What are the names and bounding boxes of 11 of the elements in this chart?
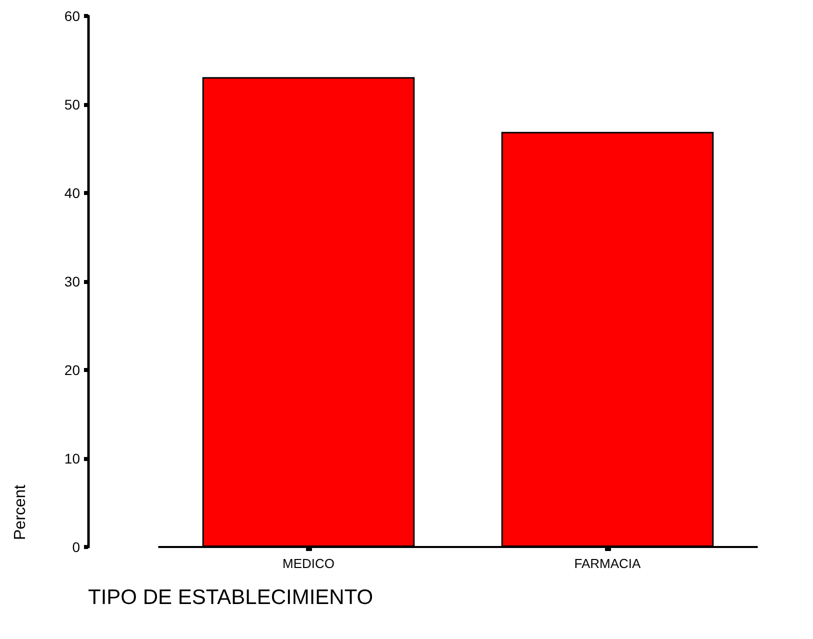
y-tick-label: 0 [72, 539, 80, 555]
y-tick-label: 50 [64, 96, 80, 112]
y-tick-label: 20 [64, 362, 80, 378]
y-tick-label: 40 [64, 185, 80, 201]
y-tick-label: 10 [64, 450, 80, 466]
x-tick-label: MEDICO [282, 556, 334, 571]
y-axis-title: Percent [12, 484, 30, 540]
y-tick-label: 60 [64, 8, 80, 24]
x-tick-label: FARMACIA [574, 556, 642, 571]
x-axis-title: TIPO DE ESTABLECIMIENTO [88, 586, 374, 610]
y-tick-label: 30 [64, 274, 80, 290]
